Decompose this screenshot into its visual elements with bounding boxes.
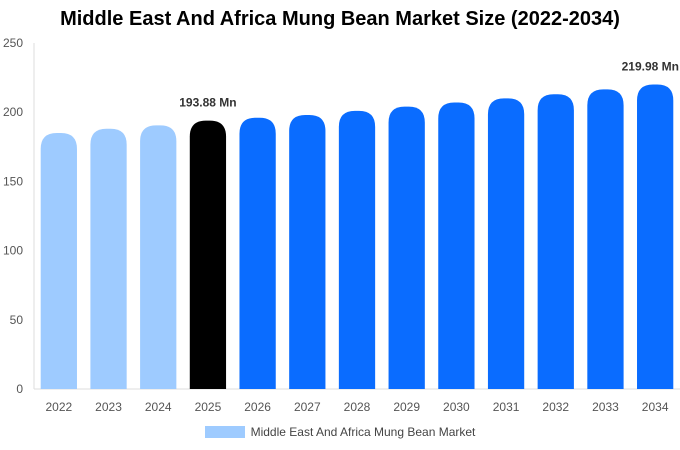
x-tick-label: 2032 (542, 400, 569, 414)
bar-2028 (338, 110, 376, 389)
y-tick-label: 100 (3, 244, 23, 258)
bar-2022 (40, 132, 77, 389)
bar-2034 (637, 84, 674, 390)
x-tick-label: 2028 (344, 400, 371, 414)
x-tick-label: 2029 (393, 400, 420, 414)
bar-chart: 0 50 100 150 200 250 2022 2023 2024 2025 2026 2027 2… (3, 36, 680, 414)
bar-2030 (438, 102, 475, 390)
data-label-2034: 219.98 Mn (622, 60, 679, 74)
x-tick-label: 2024 (145, 400, 172, 414)
x-tick-label: 2022 (45, 400, 72, 414)
bar-2029 (388, 106, 425, 389)
data-label-2025: 193.88 Mn (179, 96, 236, 110)
y-tick-label: 250 (3, 36, 23, 50)
bar-2032 (537, 94, 574, 389)
bar-2031 (487, 98, 525, 390)
legend: Middle East And Africa Mung Bean Market (0, 425, 680, 439)
x-tick-label: 2034 (642, 400, 669, 414)
y-tick-label: 0 (16, 382, 23, 396)
bar-2026 (239, 117, 276, 390)
chart-title: Middle East And Africa Mung Bean Market … (60, 8, 620, 30)
legend-swatch (204, 426, 245, 438)
x-tick-label: 2026 (244, 400, 271, 414)
y-tick-label: 150 (3, 174, 23, 188)
y-tick-label: 200 (3, 105, 23, 119)
bar-2027 (289, 114, 326, 389)
x-tick-label: 2031 (493, 400, 520, 414)
x-tick-label: 2030 (443, 400, 470, 414)
legend-label: Middle East And Africa Mung Bean Market (250, 425, 476, 439)
x-tick-label: 2033 (592, 400, 619, 414)
x-tick-label: 2023 (95, 400, 122, 414)
bar-2033 (587, 89, 624, 389)
x-tick-label: 2025 (195, 400, 222, 414)
bar-2025 (189, 120, 227, 390)
y-tick-label: 50 (10, 313, 24, 327)
x-tick-label: 2027 (294, 400, 321, 414)
bar-2023 (90, 128, 127, 390)
bar-2024 (140, 125, 177, 390)
